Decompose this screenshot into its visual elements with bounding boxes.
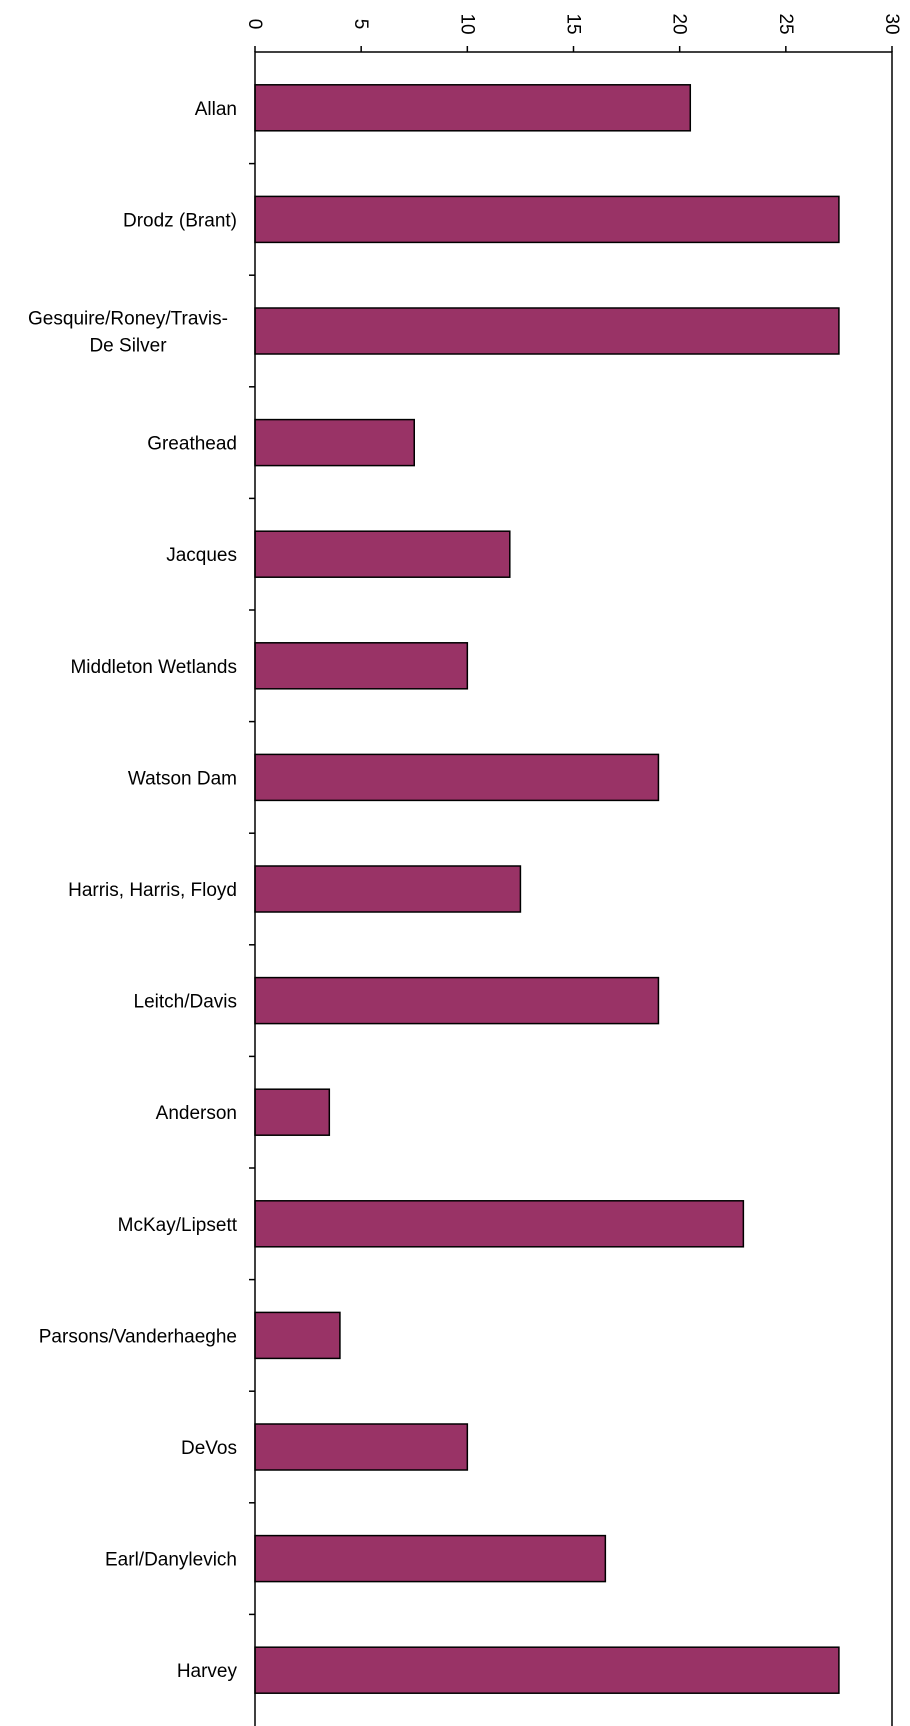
category-label-line: DeVos — [181, 1438, 237, 1459]
category-label-4: Greathead — [147, 434, 237, 455]
plot-area-frame — [254, 51, 893, 1726]
tick-label-30: 30 — [881, 13, 902, 34]
bar-12 — [254, 1311, 341, 1360]
tick-label-20: 20 — [669, 13, 690, 34]
category-label-7: Watson Dam — [128, 768, 237, 789]
bar-10 — [254, 1088, 331, 1136]
category-label-5: Jacques — [166, 545, 237, 566]
bar-7 — [254, 753, 660, 802]
tick-label-10: 10 — [456, 13, 477, 34]
category-label-2: Drodz (Brant) — [123, 210, 237, 231]
category-label-line: McKay/Lipsett — [118, 1215, 238, 1236]
category-label-8: Harris, Harris, Floyd — [68, 880, 237, 901]
bar-8 — [254, 865, 522, 913]
category-label-line: Harris, Harris, Floyd — [68, 880, 237, 901]
category-label-line: Earl/Danylevich — [105, 1550, 237, 1571]
bar-11 — [254, 1200, 745, 1248]
category-label-13: DeVos — [181, 1438, 237, 1459]
tick-labels-group: 0 5 10 15 20 25 30 — [244, 13, 902, 34]
category-label-line: Middleton Wetlands — [70, 657, 237, 678]
category-label-15: Harvey — [177, 1661, 238, 1682]
category-label-line: Jacques — [166, 545, 237, 566]
bar-1 — [254, 84, 692, 132]
category-label-line: Drodz (Brant) — [123, 210, 237, 231]
category-label-12: Parsons/Vanderhaeghe — [39, 1326, 237, 1347]
category-label-10: Anderson — [156, 1103, 237, 1124]
category-label-1: Allan — [195, 99, 237, 120]
bar-3 — [254, 307, 840, 355]
category-label-11: McKay/Lipsett — [118, 1215, 238, 1236]
bar-15 — [254, 1646, 840, 1694]
category-label-9: Leitch/Davis — [134, 992, 238, 1013]
category-label-line: Leitch/Davis — [134, 992, 238, 1013]
bar-4 — [254, 418, 415, 467]
category-label-line: Parsons/Vanderhaeghe — [39, 1326, 237, 1347]
category-label-line: Harvey — [177, 1661, 238, 1682]
bar-9 — [254, 976, 660, 1025]
category-label-line: Watson Dam — [128, 768, 237, 789]
tick-label-15: 15 — [563, 13, 584, 34]
tick-label-5: 5 — [350, 19, 371, 30]
bar-5 — [254, 530, 511, 578]
category-label-3: Gesquire/Roney/Travis- De Silver — [28, 309, 228, 357]
tick-label-25: 25 — [775, 13, 796, 34]
category-ticks-group — [249, 162, 255, 1616]
category-label-line: Anderson — [156, 1103, 237, 1124]
bars-group — [254, 84, 840, 1694]
bar-14 — [254, 1534, 607, 1583]
category-label-6: Middleton Wetlands — [70, 657, 237, 678]
category-label-line: Allan — [195, 99, 237, 120]
category-labels-group: Allan Drodz (Brant) Gesquire/Roney/Travis-… — [28, 99, 238, 1682]
bar-6 — [254, 642, 469, 690]
category-label-line: Greathead — [147, 434, 237, 455]
category-label-line: Gesquire/Roney/Travis- — [28, 309, 228, 330]
category-label-14: Earl/Danylevich — [105, 1550, 237, 1571]
bar-2 — [254, 195, 840, 244]
category-label-line: De Silver — [89, 336, 167, 357]
bar-13 — [254, 1423, 469, 1471]
tick-label-0: 0 — [244, 19, 265, 30]
value-ticks-group — [254, 46, 893, 52]
